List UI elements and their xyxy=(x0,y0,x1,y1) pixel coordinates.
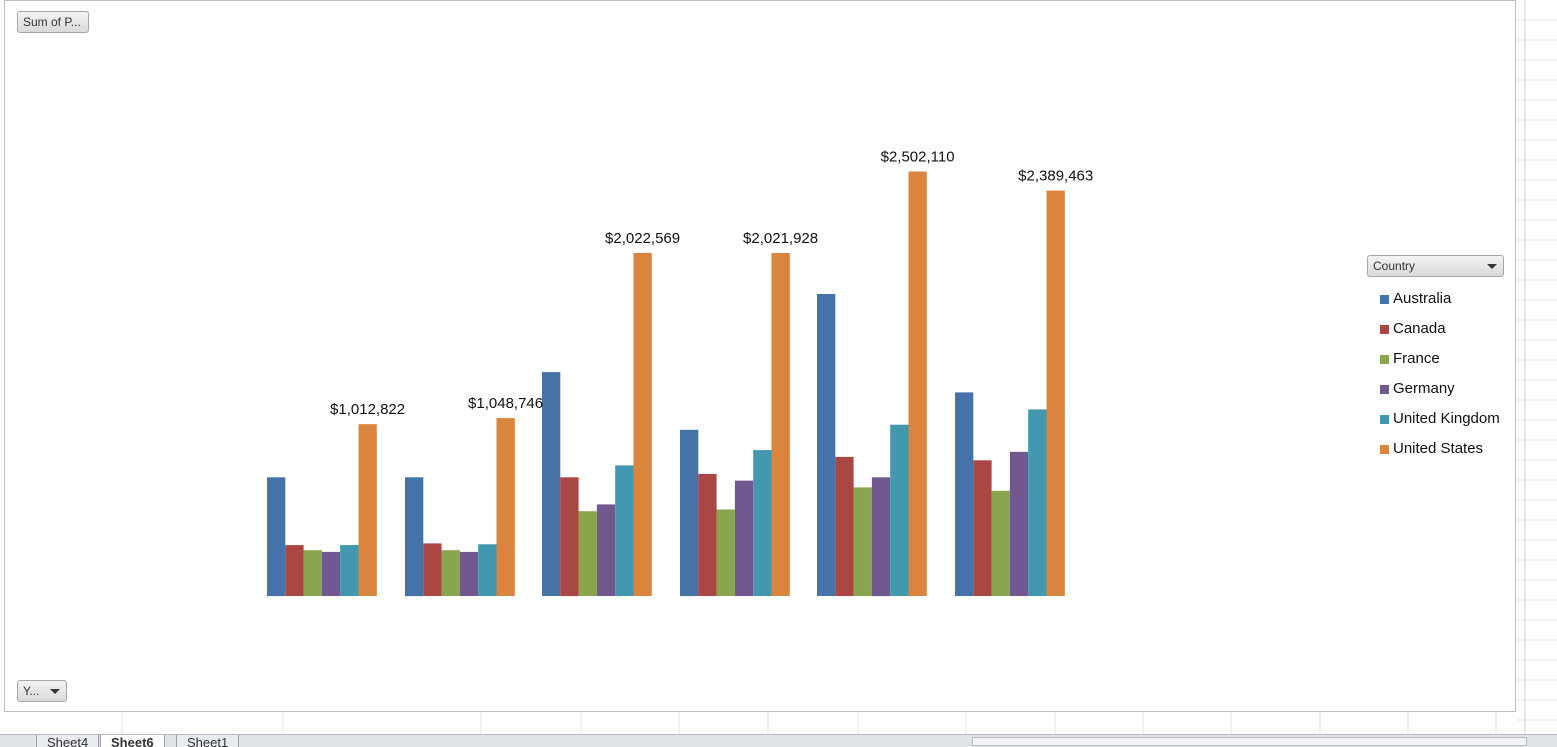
bar-france-1[interactable] xyxy=(303,550,322,596)
legend-field-button[interactable]: Country xyxy=(1367,255,1504,277)
bar-united-kingdom-4[interactable] xyxy=(753,450,772,596)
bar-france-6[interactable] xyxy=(991,490,1010,596)
bar-germany-5[interactable] xyxy=(871,477,891,597)
legend-item-canada[interactable]: Canada xyxy=(1367,315,1507,345)
bar-france-3[interactable] xyxy=(578,511,597,596)
bar-germany-1[interactable] xyxy=(321,551,341,596)
bar-canada-5[interactable] xyxy=(835,456,854,596)
bar-germany-2[interactable] xyxy=(459,551,479,596)
legend-item-united-states[interactable]: United States xyxy=(1367,435,1507,465)
data-label-6: $2,389,463 xyxy=(1018,168,1093,185)
bar-united-states-2[interactable] xyxy=(496,418,515,596)
bar-united-states-3[interactable] xyxy=(633,252,652,596)
bar-germany-6[interactable] xyxy=(1009,451,1029,596)
legend-label: Australia xyxy=(1393,290,1452,307)
chart-legend: Country Australia Canada France Germany Unit… xyxy=(1367,255,1507,465)
legend-label: Germany xyxy=(1393,380,1455,397)
bar-canada-2[interactable] xyxy=(423,543,442,596)
chart-plot-area: $1,012,822 $1,048,746 $2,022,569 $2,021,928… xyxy=(267,149,1093,597)
bar-united-kingdom-2[interactable] xyxy=(478,544,497,596)
legend-item-germany[interactable]: Germany xyxy=(1367,375,1507,405)
bar-france-4[interactable] xyxy=(716,509,735,597)
legend-swatch xyxy=(1380,355,1389,364)
bar-australia-3[interactable] xyxy=(542,372,561,596)
legend-label: United Kingdom xyxy=(1393,410,1500,427)
legend-item-australia[interactable]: Australia xyxy=(1367,285,1507,315)
bar-canada-6[interactable] xyxy=(973,460,992,596)
bar-germany-3[interactable] xyxy=(596,504,616,596)
bar-australia-6[interactable] xyxy=(955,392,974,596)
bar-australia-2[interactable] xyxy=(405,477,424,597)
pivot-chart[interactable]: $1,012,822 $1,048,746 $2,022,569 $2,021,928… xyxy=(4,0,1516,712)
chevron-down-icon xyxy=(50,689,60,694)
axis-field-label: Y... xyxy=(23,684,40,698)
bar-united-kingdom-3[interactable] xyxy=(615,465,634,596)
values-field-button[interactable]: Sum of P... xyxy=(17,11,89,33)
axis-field-button[interactable]: Y... xyxy=(17,680,67,702)
legend-items: Australia Canada France Germany United Kingd… xyxy=(1367,285,1507,465)
bar-france-5[interactable] xyxy=(853,487,872,596)
legend-item-france[interactable]: France xyxy=(1367,345,1507,375)
data-label-2: $1,048,746 xyxy=(468,395,543,412)
bar-united-states-6[interactable] xyxy=(1046,190,1065,596)
legend-swatch xyxy=(1380,385,1389,394)
bar-australia-5[interactable] xyxy=(817,294,836,596)
legend-label: Canada xyxy=(1393,320,1446,337)
sheet-tab-sheet6[interactable]: Sheet6 xyxy=(100,735,165,747)
bar-united-states-1[interactable] xyxy=(358,424,377,596)
data-label-1: $1,012,822 xyxy=(330,401,405,418)
bar-canada-1[interactable] xyxy=(285,545,304,596)
bar-france-2[interactable] xyxy=(441,550,460,596)
bar-united-kingdom-6[interactable] xyxy=(1028,409,1047,596)
data-label-3: $2,022,569 xyxy=(605,230,680,247)
legend-field-label: Country xyxy=(1373,259,1416,273)
sheet-tab-sheet4[interactable]: Sheet4 xyxy=(36,735,100,747)
legend-swatch xyxy=(1380,415,1389,424)
data-label-5: $2,502,110 xyxy=(881,149,955,166)
data-label-4: $2,021,928 xyxy=(743,230,818,247)
bar-united-kingdom-5[interactable] xyxy=(890,424,909,596)
legend-swatch xyxy=(1380,445,1389,454)
bar-australia-4[interactable] xyxy=(680,429,699,597)
bar-germany-4[interactable] xyxy=(734,480,754,596)
legend-swatch xyxy=(1380,325,1389,334)
bar-united-states-5[interactable] xyxy=(908,171,927,597)
legend-label: United States xyxy=(1393,440,1484,457)
bar-canada-3[interactable] xyxy=(560,477,579,597)
bar-canada-4[interactable] xyxy=(698,473,717,596)
bar-united-kingdom-1[interactable] xyxy=(340,545,359,596)
horizontal-scrollbar[interactable] xyxy=(972,737,1527,746)
legend-swatch xyxy=(1380,295,1389,304)
sheet-tab-sheet1[interactable]: Sheet1 xyxy=(176,735,240,747)
bar-australia-1[interactable] xyxy=(267,477,286,597)
bar-united-states-4[interactable] xyxy=(771,253,790,596)
legend-item-united-kingdom[interactable]: United Kingdom xyxy=(1367,405,1507,435)
legend-label: France xyxy=(1393,350,1440,367)
chevron-down-icon xyxy=(1487,264,1497,269)
